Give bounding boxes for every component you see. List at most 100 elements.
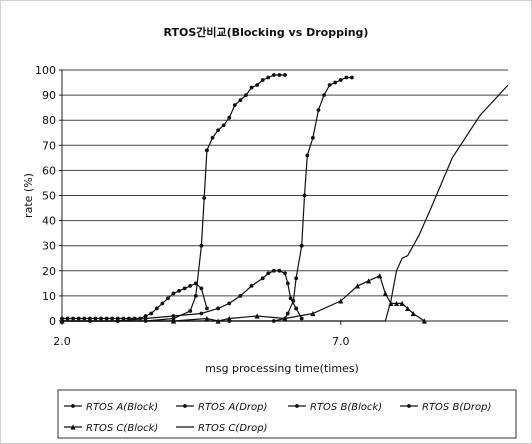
y-tick-label-10: 10: [42, 290, 56, 303]
point-4-18: [421, 318, 427, 324]
legend-label-3: RTOS B(Drop): [422, 402, 491, 413]
series-5: [62, 84, 509, 322]
point-2-10: [266, 271, 271, 276]
series-0: [60, 281, 209, 321]
point-2-14: [285, 281, 290, 286]
legend-label-1: RTOS A(Drop): [198, 402, 267, 413]
y-tick-label-0: 0: [49, 315, 56, 328]
point-1-14: [232, 103, 237, 108]
point-1-5: [188, 309, 193, 313]
point-1-12: [221, 123, 226, 128]
point-2-3: [171, 314, 176, 318]
point-1-10: [210, 135, 215, 140]
point-2-15: [288, 296, 293, 301]
point-2-13: [283, 271, 287, 276]
y-tick-label-40: 40: [42, 215, 56, 228]
point-0-1: [65, 316, 70, 321]
point-1-22: [277, 73, 282, 77]
point-1-23: [283, 73, 287, 77]
series-line-3: [62, 76, 352, 322]
point-0-23: [188, 283, 193, 288]
series-3: [60, 75, 354, 323]
legend-label-2: RTOS B(Block): [310, 402, 382, 413]
point-2-9: [260, 276, 265, 281]
point-0-25: [199, 286, 204, 291]
legend-swatch-marker-0: [71, 404, 75, 408]
legend-item-1: RTOS A(Drop): [176, 402, 267, 413]
point-0-3: [76, 316, 81, 321]
point-2-2: [143, 316, 148, 321]
point-0-20: [171, 291, 176, 296]
point-1-9: [205, 148, 209, 153]
point-4-12: [382, 290, 388, 296]
point-1-7: [199, 243, 204, 248]
series-layer: [59, 73, 509, 324]
point-2-17: [299, 316, 304, 321]
point-0-19: [166, 296, 170, 301]
point-0-16: [149, 311, 154, 316]
y-tick-label-70: 70: [42, 139, 56, 152]
legend-item-4: RTOS C(Block): [64, 423, 158, 434]
point-1-21: [271, 73, 276, 77]
point-0-22: [182, 286, 187, 291]
point-3-14: [322, 93, 326, 97]
point-4-2: [204, 315, 210, 322]
point-0-6: [93, 316, 98, 321]
point-4-15: [399, 300, 405, 307]
chart-title: RTOS간비교(Blocking vs Dropping): [164, 25, 369, 39]
point-3-8: [294, 276, 299, 281]
y-tick-label-30: 30: [42, 240, 56, 253]
point-0-4: [82, 316, 87, 321]
point-4-6: [282, 315, 288, 322]
point-1-15: [238, 98, 243, 103]
point-1-19: [260, 78, 265, 82]
point-4-7: [310, 310, 316, 317]
point-4-4: [226, 315, 232, 322]
point-0-2: [71, 316, 76, 321]
legend-item-3: RTOS B(Drop): [400, 402, 491, 413]
point-2-4: [199, 311, 204, 316]
point-2-8: [249, 283, 254, 288]
point-1-11: [216, 128, 221, 133]
legend-swatch-marker-1: [183, 404, 187, 408]
point-0-11: [121, 316, 126, 321]
x-tick-label-7.0: 7.0: [332, 335, 350, 348]
point-0-21: [177, 288, 181, 293]
legend-item-0: RTOS A(Block): [64, 402, 158, 413]
y-axis-label: rate (%): [22, 173, 35, 218]
series-line-2: [62, 270, 303, 322]
point-4-17: [410, 310, 416, 317]
point-0-17: [154, 306, 159, 311]
y-tick-label-80: 80: [42, 114, 56, 127]
grid-layer: [62, 69, 508, 297]
point-3-9: [299, 243, 304, 248]
legend-item-2: RTOS B(Block): [288, 402, 382, 413]
point-1-16: [244, 93, 248, 97]
point-1-8: [202, 196, 207, 200]
point-1-13: [227, 115, 232, 120]
y-tick-label-90: 90: [42, 89, 56, 102]
x-tick-label-2.0: 2.0: [53, 335, 71, 348]
legend-swatch-marker-4: [70, 424, 76, 430]
point-4-11: [377, 273, 383, 279]
point-3-10: [302, 193, 307, 198]
point-2-7: [238, 294, 243, 298]
legend: RTOS A(Block) RTOS A(Drop) RTOS B(Block) RT…: [57, 389, 517, 439]
legend-swatch-marker-2: [295, 404, 299, 408]
axes-layer: 0 10 20 30 40 50 60 70 80 90 100 2.0 7.0: [35, 64, 508, 348]
point-1-18: [255, 83, 260, 87]
point-3-19: [350, 75, 354, 80]
point-4-16: [405, 305, 411, 312]
point-0-7: [99, 316, 103, 321]
point-3-17: [338, 78, 343, 82]
point-3-15: [327, 83, 332, 87]
point-3-11: [305, 153, 310, 158]
point-3-12: [310, 135, 315, 140]
legend-item-5: RTOS C(Drop): [176, 423, 268, 434]
legend-box: [57, 389, 517, 439]
y-tick-label-60: 60: [42, 164, 56, 177]
x-axis-label: msg processing time(times): [205, 362, 359, 375]
legend-label-4: RTOS C(Block): [86, 423, 158, 434]
